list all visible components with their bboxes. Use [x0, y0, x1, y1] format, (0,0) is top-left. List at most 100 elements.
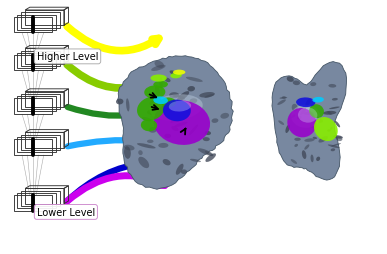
Ellipse shape — [170, 116, 182, 123]
Ellipse shape — [279, 98, 287, 100]
Ellipse shape — [300, 108, 306, 116]
Ellipse shape — [190, 159, 201, 163]
Ellipse shape — [147, 109, 160, 115]
Ellipse shape — [305, 99, 311, 107]
Ellipse shape — [287, 77, 294, 83]
Ellipse shape — [316, 119, 323, 123]
Ellipse shape — [164, 134, 171, 139]
Ellipse shape — [332, 99, 338, 101]
Ellipse shape — [319, 136, 328, 143]
Ellipse shape — [220, 113, 229, 119]
Ellipse shape — [310, 83, 316, 87]
Ellipse shape — [126, 99, 130, 112]
Ellipse shape — [170, 73, 182, 79]
Ellipse shape — [149, 128, 157, 133]
Polygon shape — [272, 62, 346, 180]
Ellipse shape — [144, 86, 165, 99]
Ellipse shape — [313, 137, 317, 139]
Ellipse shape — [287, 109, 317, 138]
Ellipse shape — [331, 144, 341, 147]
Ellipse shape — [170, 71, 177, 76]
Ellipse shape — [277, 100, 286, 105]
FancyArrowPatch shape — [68, 108, 132, 119]
Ellipse shape — [291, 160, 297, 164]
Polygon shape — [118, 56, 233, 189]
Ellipse shape — [154, 101, 210, 145]
FancyArrowPatch shape — [67, 27, 159, 52]
Ellipse shape — [205, 131, 211, 136]
Ellipse shape — [330, 127, 332, 131]
Ellipse shape — [151, 75, 167, 82]
Ellipse shape — [149, 95, 203, 121]
Ellipse shape — [296, 98, 315, 108]
Ellipse shape — [314, 118, 338, 141]
Ellipse shape — [291, 105, 320, 128]
Ellipse shape — [282, 97, 286, 99]
Ellipse shape — [163, 100, 191, 122]
Ellipse shape — [149, 98, 162, 106]
Ellipse shape — [161, 98, 176, 108]
Ellipse shape — [203, 137, 210, 141]
Ellipse shape — [295, 144, 298, 147]
Ellipse shape — [199, 93, 215, 98]
Ellipse shape — [137, 97, 165, 121]
Ellipse shape — [137, 144, 156, 149]
Ellipse shape — [163, 159, 171, 166]
Ellipse shape — [141, 120, 157, 132]
Ellipse shape — [159, 78, 163, 89]
Ellipse shape — [278, 121, 284, 125]
Text: Lower Level: Lower Level — [37, 207, 95, 217]
Ellipse shape — [188, 125, 198, 136]
Ellipse shape — [151, 66, 166, 72]
Ellipse shape — [174, 122, 188, 128]
Ellipse shape — [327, 130, 330, 132]
Ellipse shape — [153, 82, 168, 89]
Ellipse shape — [336, 137, 342, 141]
Ellipse shape — [335, 121, 340, 128]
Ellipse shape — [333, 136, 343, 139]
Ellipse shape — [294, 138, 301, 141]
Ellipse shape — [204, 94, 214, 99]
FancyArrowPatch shape — [67, 176, 165, 201]
Ellipse shape — [169, 93, 180, 99]
Ellipse shape — [186, 77, 203, 83]
Text: Higher Level: Higher Level — [37, 52, 98, 62]
FancyArrowPatch shape — [68, 138, 141, 147]
Ellipse shape — [212, 119, 218, 123]
Ellipse shape — [155, 86, 160, 97]
Ellipse shape — [327, 112, 332, 115]
Ellipse shape — [329, 107, 340, 110]
Ellipse shape — [124, 147, 131, 159]
Ellipse shape — [198, 149, 214, 156]
Ellipse shape — [328, 145, 340, 149]
Ellipse shape — [168, 113, 179, 123]
Ellipse shape — [297, 116, 302, 120]
Ellipse shape — [298, 108, 317, 123]
Ellipse shape — [164, 78, 171, 83]
Ellipse shape — [171, 126, 178, 132]
Ellipse shape — [310, 155, 313, 163]
Ellipse shape — [147, 140, 154, 144]
Ellipse shape — [173, 70, 185, 75]
Ellipse shape — [303, 112, 314, 116]
Ellipse shape — [329, 85, 336, 88]
Ellipse shape — [316, 157, 320, 161]
Ellipse shape — [138, 157, 149, 168]
Ellipse shape — [310, 126, 315, 129]
Ellipse shape — [312, 98, 324, 103]
Ellipse shape — [292, 104, 298, 112]
Ellipse shape — [142, 118, 151, 122]
Ellipse shape — [304, 145, 309, 150]
Ellipse shape — [309, 105, 324, 119]
Ellipse shape — [293, 81, 300, 86]
Ellipse shape — [158, 143, 168, 148]
Ellipse shape — [187, 87, 195, 92]
Ellipse shape — [177, 92, 189, 102]
Ellipse shape — [285, 125, 290, 133]
Ellipse shape — [181, 170, 187, 174]
Ellipse shape — [153, 97, 168, 105]
Ellipse shape — [330, 149, 335, 152]
FancyArrowPatch shape — [67, 161, 145, 201]
Ellipse shape — [176, 164, 183, 175]
Ellipse shape — [205, 151, 213, 156]
